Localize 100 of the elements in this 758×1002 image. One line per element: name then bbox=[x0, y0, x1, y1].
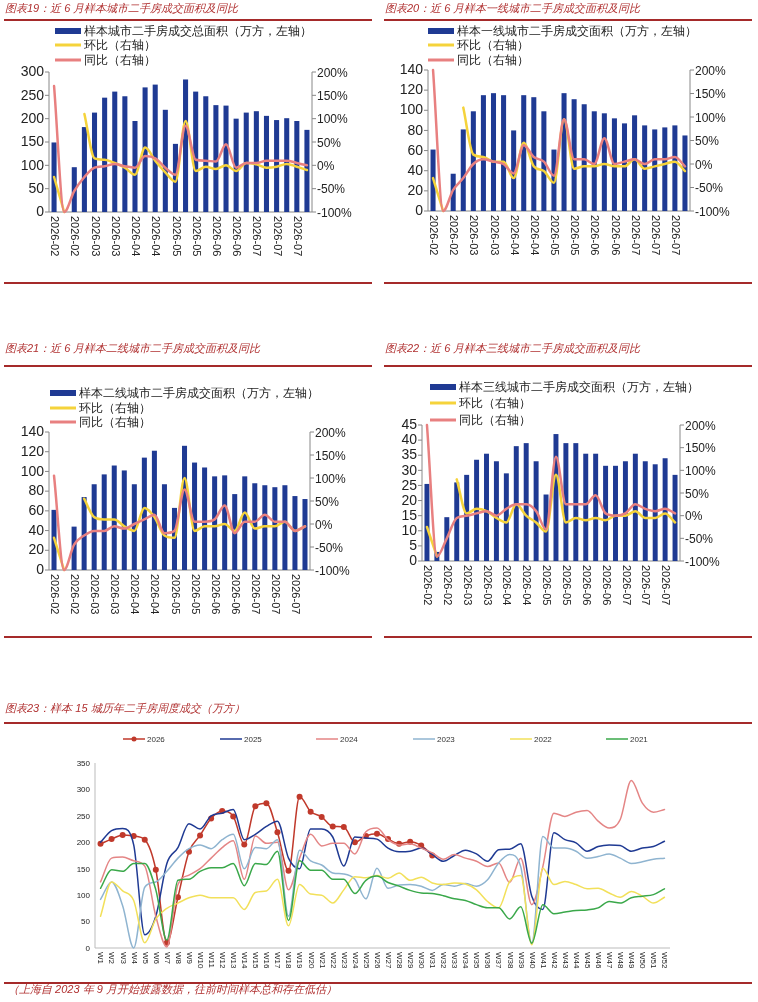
y-tick-label: 45 bbox=[401, 416, 418, 433]
bar bbox=[243, 112, 249, 212]
y-tick-label: 350 bbox=[76, 758, 91, 768]
bar bbox=[470, 111, 476, 211]
legend-label: 2026 bbox=[147, 735, 166, 744]
point bbox=[263, 800, 270, 807]
point bbox=[373, 830, 380, 837]
point bbox=[252, 803, 259, 810]
bar bbox=[233, 118, 239, 212]
bar bbox=[652, 464, 658, 561]
x-tick-label: W39 bbox=[516, 952, 526, 969]
x-tick-label: 2026-04 bbox=[508, 215, 521, 256]
x-tick-label: W46 bbox=[594, 952, 604, 969]
bar bbox=[561, 93, 567, 211]
y-tick-label: 120 bbox=[399, 81, 424, 98]
legend-label: 2021 bbox=[630, 735, 649, 744]
x-tick-label: 2026-03 bbox=[109, 574, 122, 615]
point bbox=[230, 813, 237, 820]
line-series bbox=[99, 779, 666, 948]
x-tick-label: W9 bbox=[184, 952, 194, 965]
x-tick-label: W51 bbox=[649, 952, 659, 969]
x-tick-label: 2026-07 bbox=[649, 215, 662, 256]
y2-tick-label: -50% bbox=[685, 531, 714, 546]
point bbox=[185, 848, 192, 855]
x-tick-label: W23 bbox=[339, 952, 349, 969]
legend-label: 同比（右轴） bbox=[459, 413, 531, 427]
x-tick-label: 2026-04 bbox=[521, 565, 534, 606]
bar bbox=[202, 467, 208, 570]
x-tick-label: W40 bbox=[527, 952, 537, 969]
bar bbox=[581, 104, 587, 211]
y-tick-label: 15 bbox=[401, 506, 418, 523]
x-tick-label: W17 bbox=[273, 952, 283, 969]
bar bbox=[263, 115, 270, 212]
bar bbox=[652, 129, 658, 211]
y2-tick-label: 50% bbox=[315, 494, 340, 509]
chart-title: 图表19：近 6 月样本城市二手房成交面积及同比 bbox=[5, 2, 240, 14]
point bbox=[241, 841, 248, 848]
y-tick-label: 300 bbox=[20, 63, 45, 80]
x-tick-label: W37 bbox=[494, 952, 504, 969]
bar bbox=[484, 453, 489, 561]
bar bbox=[672, 125, 678, 211]
bar bbox=[162, 109, 168, 212]
y-tick-label: 0 bbox=[36, 561, 45, 578]
point bbox=[141, 836, 148, 843]
x-tick-label: 2026-04 bbox=[150, 216, 163, 257]
x-tick-label: W36 bbox=[483, 952, 493, 969]
bar bbox=[541, 111, 547, 211]
bar bbox=[203, 96, 209, 212]
x-tick-label: 2026-05 bbox=[549, 215, 562, 256]
x-tick-label: 2026-07 bbox=[271, 216, 284, 257]
y2-tick-label: -50% bbox=[695, 181, 724, 195]
bar bbox=[272, 487, 278, 570]
bar bbox=[232, 494, 238, 570]
point bbox=[285, 867, 292, 874]
bar bbox=[242, 476, 248, 570]
bar bbox=[222, 475, 228, 570]
bar bbox=[81, 127, 87, 212]
legend-label: 同比（右轴） bbox=[79, 415, 151, 429]
bar bbox=[121, 470, 127, 570]
bar bbox=[621, 123, 628, 211]
bar bbox=[51, 142, 57, 212]
y2-tick-label: 0% bbox=[685, 509, 703, 524]
bar bbox=[464, 474, 470, 561]
x-tick-label: 2026-06 bbox=[231, 216, 244, 257]
point bbox=[152, 866, 159, 873]
x-tick-label: W50 bbox=[638, 952, 648, 969]
x-tick-label: 2026-02 bbox=[422, 565, 435, 606]
x-tick-label: 2026-04 bbox=[528, 215, 541, 256]
y2-tick-label: 200% bbox=[315, 425, 347, 440]
bar bbox=[591, 111, 597, 211]
x-tick-label: W2 bbox=[107, 952, 117, 965]
y-tick-label: 25 bbox=[401, 476, 418, 493]
bar bbox=[493, 461, 499, 561]
bar bbox=[490, 93, 497, 211]
x-tick-label: W33 bbox=[450, 952, 460, 969]
y2-tick-label: 200% bbox=[695, 63, 727, 78]
x-tick-label: 2026-03 bbox=[488, 215, 501, 256]
x-tick-label: W43 bbox=[560, 952, 570, 969]
chart-title: 图表20：近 6 月样本一线城市二手房成交面积及同比 bbox=[385, 2, 642, 14]
y-tick-label: 250 bbox=[76, 811, 91, 821]
y2-tick-label: -50% bbox=[317, 182, 346, 197]
x-tick-label: 2026-05 bbox=[169, 574, 182, 615]
legend-label: 2024 bbox=[340, 735, 359, 744]
legend-label: 2023 bbox=[437, 735, 456, 744]
x-tick-label: 2026-07 bbox=[669, 215, 682, 256]
legend-label: 环比（右轴） bbox=[459, 396, 531, 410]
bar bbox=[523, 443, 529, 561]
x-tick-label: W29 bbox=[406, 952, 416, 969]
legend-label: 环比（右轴） bbox=[457, 38, 529, 52]
bar bbox=[183, 79, 189, 212]
legend-label: 同比（右轴） bbox=[457, 53, 529, 67]
y2-tick-label: -100% bbox=[315, 563, 351, 578]
y-tick-label: 200 bbox=[76, 838, 91, 848]
y-tick-label: 80 bbox=[407, 121, 424, 138]
y-tick-label: 200 bbox=[20, 109, 45, 126]
bar bbox=[193, 91, 199, 212]
x-tick-label: 2026-02 bbox=[49, 574, 62, 615]
y-tick-label: 20 bbox=[28, 541, 45, 558]
bar bbox=[672, 474, 678, 561]
line-series bbox=[99, 833, 666, 949]
